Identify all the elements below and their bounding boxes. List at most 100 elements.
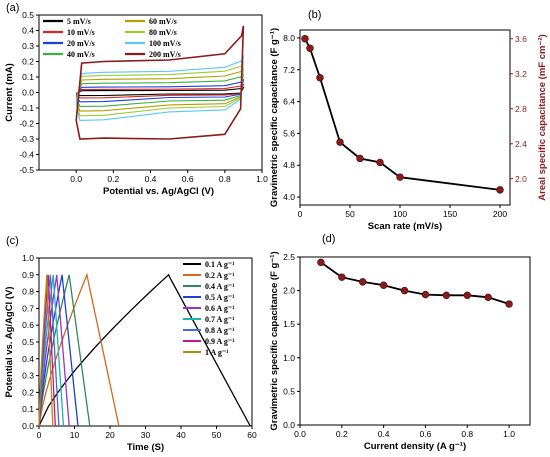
data-point: [400, 286, 409, 295]
y-axis-title: Current (mA): [4, 63, 15, 122]
data-point: [336, 138, 344, 146]
y-right-tick-label: 2.4: [515, 139, 527, 149]
x-tick-label: 10: [70, 430, 80, 440]
data-point: [338, 273, 346, 281]
y-tick-label: 0.0: [283, 420, 295, 430]
legend-label: 0.9 A g⁻¹: [205, 337, 235, 346]
data-point: [301, 35, 309, 43]
x-tick-label: 0.0: [294, 429, 306, 439]
x-tick-label: 50: [212, 430, 222, 440]
y-tick-label: 4.8: [283, 160, 295, 170]
y-tick-label: 0.3: [22, 371, 34, 381]
y-tick-label: -0.3: [19, 134, 34, 144]
y-tick-label: 0.2: [22, 387, 34, 397]
y-tick-label: 6.4: [283, 97, 295, 107]
gcd-curve-0: [38, 273, 251, 427]
x-tick-label: 0: [37, 430, 42, 440]
data-point: [442, 291, 451, 300]
data-point: [463, 291, 471, 300]
legend-label: 0.2 A g⁻¹: [205, 271, 235, 280]
y-tick-label: 4.0: [283, 192, 295, 202]
y-tick-label: -0.1: [19, 103, 34, 113]
x-tick-label: 0: [298, 209, 303, 219]
gcd-curve-3: [38, 274, 79, 427]
x-axis-title: Time (S): [127, 442, 164, 453]
y-tick-label: 0.5: [22, 10, 34, 20]
y-right-axis-title: Areal specific capacitance (mF cm⁻²): [537, 34, 548, 201]
y-tick-label: 0.5: [22, 337, 34, 347]
x-tick-label: 1.0: [256, 174, 268, 184]
legend-label: 0.8 A g⁻¹: [205, 326, 235, 335]
y-tick-label: 0.0: [22, 421, 34, 431]
x-tick-label: 30: [141, 430, 151, 440]
panel-letter: (c): [6, 235, 19, 247]
y-tick-label: 1.0: [283, 353, 295, 363]
y-tick-label: 0.1: [22, 404, 34, 414]
cv-curve-5-mv-s: [75, 86, 245, 97]
y-axis-title: Gravimetric specific capacitance (F g⁻¹): [269, 251, 280, 430]
cv-curve-200-mv-s: [75, 25, 245, 140]
x-tick-label: 200: [493, 209, 507, 219]
y-axis-title: Gravimetric specific capacitance (F g⁻¹): [269, 28, 280, 207]
x-axis-title: Current density (A g⁻¹): [364, 441, 466, 452]
y-tick-label: 7.2: [283, 65, 295, 75]
legend-label: 20 mV/s: [67, 39, 95, 48]
x-tick-label: 0.6: [420, 429, 432, 439]
legend-label: 80 mV/s: [149, 28, 177, 37]
panel-letter: (a): [6, 2, 19, 14]
cv-curve-100-mv-s: [75, 55, 244, 121]
y-axis-title: Potential vs. Ag/AgCl (V): [4, 286, 15, 397]
legend-label: 10 mV/s: [67, 28, 95, 37]
y-tick-label: 2.0: [283, 286, 295, 296]
gcd-curve-1: [38, 272, 120, 427]
x-axis-title: Scan rate (mV/s): [368, 221, 442, 232]
data-point: [359, 278, 367, 286]
y-tick-label: 0.7: [22, 303, 34, 313]
x-tick-label: 100: [393, 209, 407, 219]
data-point: [421, 290, 430, 299]
y-tick-label: 0.0: [22, 88, 34, 98]
panel-letter: (d): [322, 233, 335, 245]
x-tick-label: 0.4: [145, 174, 157, 184]
y-tick-label: 0.4: [22, 26, 34, 36]
data-point: [496, 186, 504, 194]
y-tick-label: 0.6: [22, 320, 34, 330]
y-tick-label: 0.3: [22, 41, 34, 51]
x-tick-label: 0.4: [378, 429, 390, 439]
legend-label: 0.5 A g⁻¹: [205, 293, 235, 302]
data-point: [396, 173, 404, 181]
legend-label: 0.1 A g⁻¹: [205, 260, 235, 269]
y-right-tick-label: 3.6: [515, 34, 527, 44]
y-right-tick-label: 3.2: [515, 69, 527, 79]
y-tick-label: 1.5: [283, 319, 295, 329]
y-right-tick-label: 2.0: [515, 174, 527, 184]
y-tick-label: 0.5: [283, 386, 295, 396]
legend-label: 60 mV/s: [149, 17, 177, 26]
legend-label: 1 A g⁻¹: [205, 348, 229, 357]
data-line: [304, 38, 501, 191]
legend-label: 0.4 A g⁻¹: [205, 282, 235, 291]
legend-label: 0.6 A g⁻¹: [205, 304, 235, 313]
data-line: [320, 261, 510, 305]
data-point: [317, 258, 325, 267]
cv-curve-40-mv-s: [75, 73, 244, 107]
data-point: [316, 74, 324, 82]
x-tick-label: 0.8: [219, 174, 231, 184]
x-tick-label: 0.6: [182, 174, 194, 184]
plot-frame: [299, 29, 511, 206]
y-tick-label: 0.4: [22, 354, 34, 364]
y-tick-label: 0.2: [22, 57, 34, 67]
x-axis-title: Potential vs. Ag/AgCl (V): [103, 186, 214, 197]
x-tick-label: 0.8: [461, 429, 473, 439]
y-tick-label: 0.1: [22, 72, 34, 82]
x-tick-label: 20: [105, 430, 115, 440]
y-tick-label: -0.4: [19, 150, 34, 160]
cv-curve-10-mv-s: [75, 83, 245, 99]
x-tick-label: 150: [443, 209, 457, 219]
data-point: [379, 281, 388, 289]
x-tick-label: 0.2: [107, 174, 119, 184]
data-point: [505, 300, 513, 308]
y-tick-label: 0.9: [22, 270, 34, 280]
data-point: [306, 44, 314, 52]
